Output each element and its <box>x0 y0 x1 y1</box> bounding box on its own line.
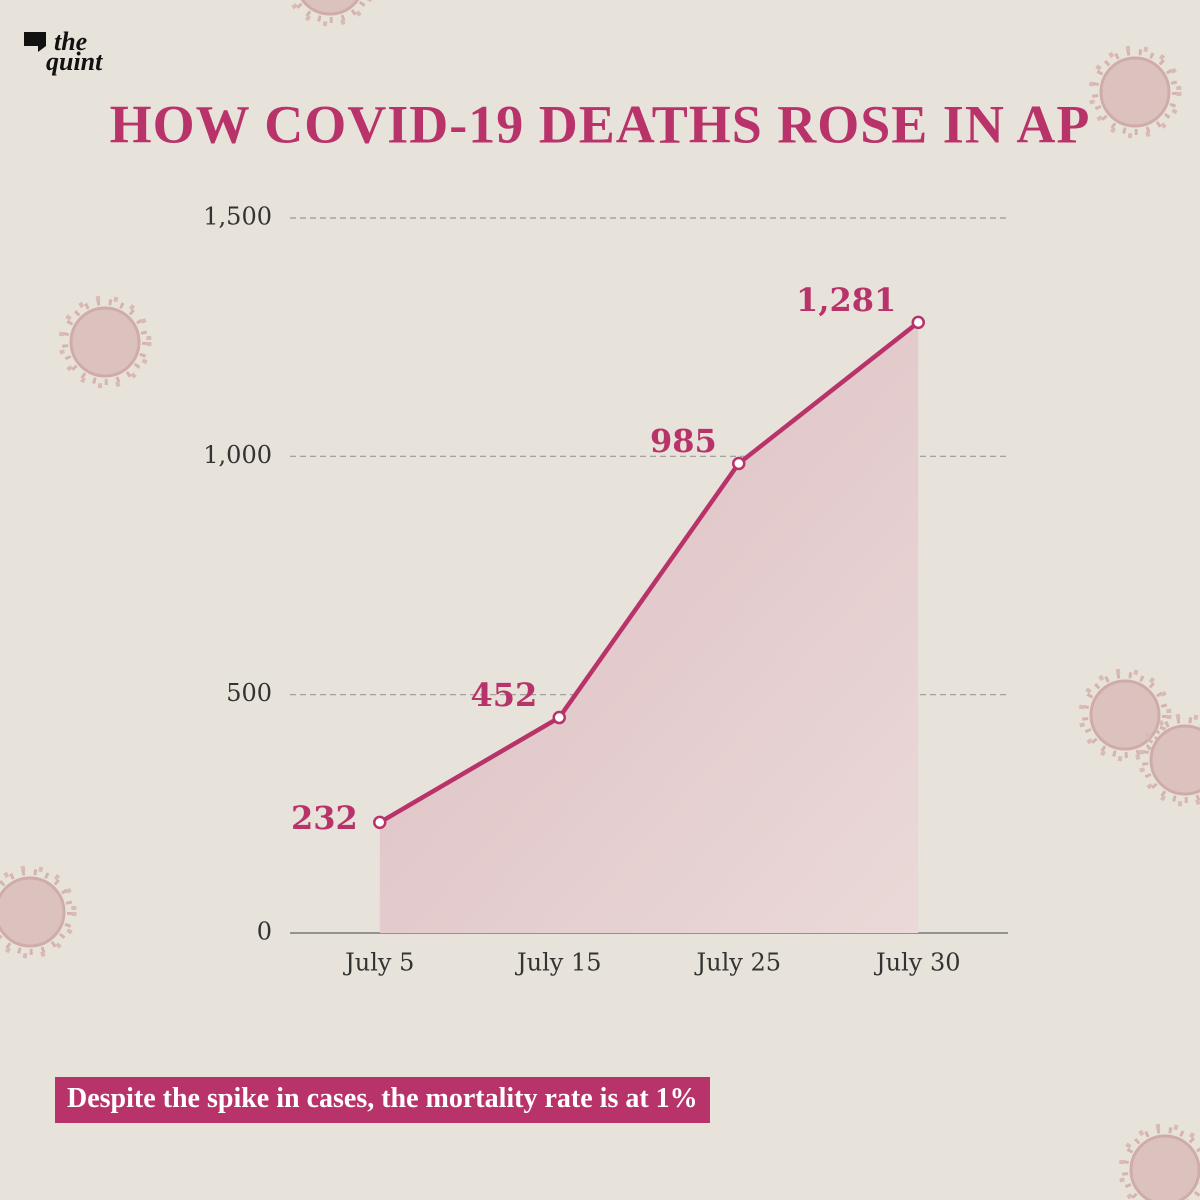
point <box>732 456 746 471</box>
y-tick-label: 1,000 <box>203 441 272 469</box>
x-tick-label: July 30 <box>873 949 960 977</box>
y-tick-label: 0 <box>257 918 272 946</box>
logo-icon <box>24 32 46 52</box>
logo-text: the <box>54 27 87 56</box>
y-tick-label: 500 <box>226 679 272 707</box>
line <box>378 320 920 825</box>
y-tick-label: 1,500 <box>203 203 272 231</box>
data-label: 1,281 <box>796 281 896 319</box>
chart-title: HOW COVID-19 DEATHS ROSE IN AP <box>110 94 1091 154</box>
data-label: 985 <box>650 422 717 460</box>
point <box>373 815 387 830</box>
x-tick-label: July 25 <box>694 949 781 977</box>
point <box>911 315 925 330</box>
point <box>552 710 566 725</box>
logo: the quint <box>24 27 103 76</box>
x-tick-label: July 5 <box>342 949 414 977</box>
logo-text: quint <box>46 47 103 76</box>
data-label: 452 <box>470 676 537 714</box>
note: Despite the spike in cases, the mortalit… <box>55 1077 710 1123</box>
area <box>379 322 919 933</box>
data-label: 232 <box>291 799 358 837</box>
x-tick-label: July 15 <box>514 949 601 977</box>
